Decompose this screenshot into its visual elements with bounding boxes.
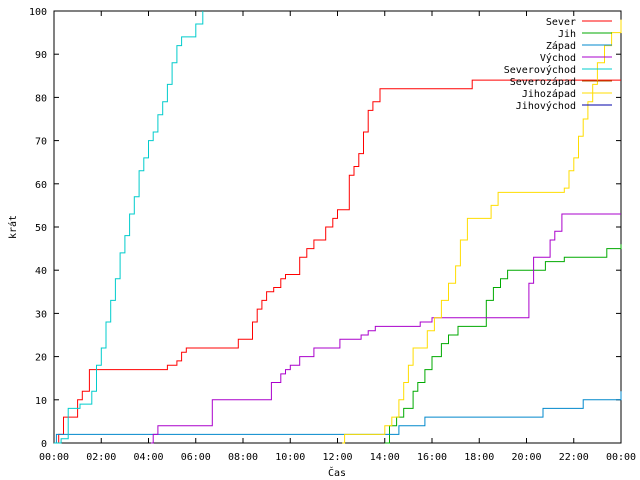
x-tick-label: 10:00 [275,452,305,463]
series-line [54,391,622,444]
x-tick-label: 00:00 [606,452,636,463]
y-tick-label: 30 [35,309,47,320]
x-tick-label: 00:00 [39,452,69,463]
legend-entry-label: Západ [546,40,576,52]
x-tick-label: 16:00 [417,452,447,463]
legend-entry-label: Sever [546,17,576,28]
series-line [342,19,622,444]
legend-entry-label: Jihozápad [522,88,576,100]
legend-entry-label: Jihovýchod [516,100,576,112]
x-tick-label: 20:00 [511,452,541,463]
y-tick-label: 60 [35,180,47,191]
y-tick-label: 50 [35,223,47,234]
x-tick-label: 22:00 [559,452,589,463]
y-tick-label: 10 [35,396,47,407]
y-tick-label: 80 [35,93,47,104]
y-tick-label: 100 [29,7,47,18]
y-tick-label: 20 [35,353,47,364]
y-tick-label: 40 [35,266,47,277]
y-tick-label: 0 [41,439,47,450]
legend-entry-label: Východ [540,52,576,64]
series-line [384,244,622,444]
x-tick-label: 08:00 [228,452,258,463]
series-line [150,213,621,444]
legend: SeverJihZápadVýchodSeverovýchodSeverozáp… [504,17,612,112]
y-axis-label: krát [7,215,19,239]
series-line [54,11,204,444]
x-tick-label: 04:00 [133,452,163,463]
y-tick-label: 70 [35,137,47,148]
axis-ticks: 00:00 02:00 04:00 06:00 08:00 10:00 12:00 14:00… [29,7,636,463]
x-tick-label: 06:00 [181,452,211,463]
series-line [54,79,621,444]
x-tick-label: 12:00 [322,452,352,463]
x-axis-label: Čas [328,466,346,479]
legend-entry-label: Severozápad [510,76,576,88]
x-tick-label: 14:00 [370,452,400,463]
series-layer [54,11,622,444]
x-tick-label: 02:00 [86,452,116,463]
legend-entry-label: Jih [558,29,576,40]
legend-entry-label: Severovýchod [504,64,576,76]
y-tick-label: 90 [35,50,47,61]
x-tick-label: 18:00 [464,452,494,463]
